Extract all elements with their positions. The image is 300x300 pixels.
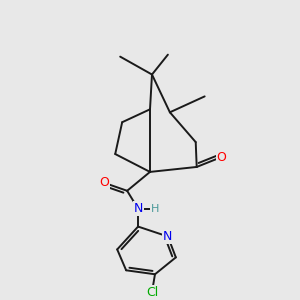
Text: O: O xyxy=(99,176,109,189)
Text: H: H xyxy=(151,204,159,214)
Text: O: O xyxy=(217,151,226,164)
Text: N: N xyxy=(163,230,172,243)
Text: N: N xyxy=(134,202,143,215)
Text: Cl: Cl xyxy=(146,286,158,299)
